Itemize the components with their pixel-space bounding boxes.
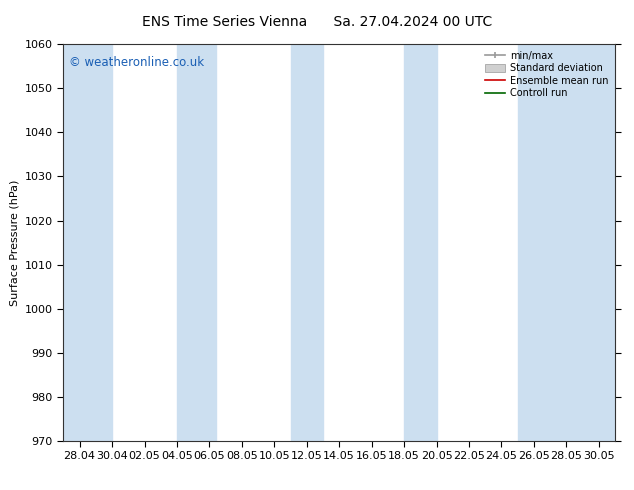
Bar xyxy=(517,44,615,441)
Text: ENS Time Series Vienna      Sa. 27.04.2024 00 UTC: ENS Time Series Vienna Sa. 27.04.2024 00… xyxy=(142,15,492,29)
Text: © weatheronline.co.uk: © weatheronline.co.uk xyxy=(69,56,204,69)
Y-axis label: Surface Pressure (hPa): Surface Pressure (hPa) xyxy=(10,179,19,306)
Legend: min/max, Standard deviation, Ensemble mean run, Controll run: min/max, Standard deviation, Ensemble me… xyxy=(483,49,610,100)
Bar xyxy=(290,44,323,441)
Bar xyxy=(63,44,112,441)
Bar xyxy=(404,44,437,441)
Bar xyxy=(177,44,216,441)
